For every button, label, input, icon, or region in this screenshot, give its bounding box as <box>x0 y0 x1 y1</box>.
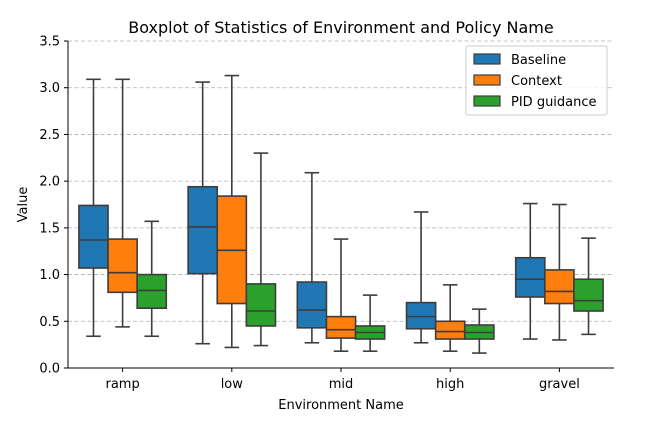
iqr-box <box>187 185 219 275</box>
box-pid-guidance-ramp <box>136 220 168 338</box>
iqr-box <box>573 278 604 312</box>
box-baseline-high <box>405 211 437 344</box>
legend-swatch-baseline <box>473 53 501 65</box>
box-pid-guidance-high <box>463 308 495 354</box>
y-tick-label: 1.0 <box>39 268 60 283</box>
legend-swatch-pid-guidance <box>473 95 501 107</box>
box-context-gravel <box>544 203 575 341</box>
chart-title: Boxplot of Statistics of Environment and… <box>128 18 553 37</box>
legend-swatch-context <box>473 74 501 86</box>
box-context-high <box>434 284 466 352</box>
legend-label-baseline: Baseline <box>511 53 566 68</box>
iqr-box <box>136 273 168 310</box>
legend: Baseline Context PID guidance <box>465 45 608 116</box>
iqr-box <box>325 315 357 339</box>
box-layer <box>78 74 604 354</box>
y-tick-label: 2.0 <box>39 175 60 190</box>
y-tick-label: 0.0 <box>39 362 60 377</box>
y-tick-label: 3.5 <box>39 35 60 50</box>
x-axis-label: Environment Name <box>278 398 404 413</box>
iqr-box <box>405 301 437 330</box>
legend-frame <box>465 45 608 116</box>
y-tick-label: 2.5 <box>39 128 60 143</box>
y-axis-label: Value <box>16 187 31 223</box>
y-tick-label: 0.5 <box>39 315 60 330</box>
legend-label-context: Context <box>511 74 562 89</box>
iqr-box <box>107 238 138 294</box>
box-baseline-ramp <box>78 78 109 338</box>
x-tick-label-ramp: ramp <box>105 377 139 392</box>
box-pid-guidance-gravel <box>573 237 604 336</box>
box-context-mid <box>325 238 357 352</box>
iqr-box <box>296 281 328 329</box>
x-tick-label-high: high <box>436 377 464 392</box>
y-tick-label: 1.5 <box>39 221 60 236</box>
y-tick-label: 3.0 <box>39 81 60 96</box>
iqr-box <box>78 204 109 269</box>
box-pid-guidance-low <box>245 152 277 347</box>
x-tick-label-low: low <box>221 377 244 392</box>
iqr-box <box>544 269 575 305</box>
iqr-box <box>245 283 277 327</box>
iqr-box <box>514 256 546 298</box>
box-baseline-gravel <box>514 202 546 340</box>
box-baseline-mid <box>296 171 328 344</box>
iqr-box <box>434 320 466 340</box>
legend-label-pid-guidance: PID guidance <box>511 95 597 110</box>
x-tick-label-gravel: gravel <box>539 377 580 392</box>
box-pid-guidance-mid <box>354 294 386 352</box>
tick-layer: 0.0 0.5 1.0 1.5 2.0 2.5 3.0 3.5 ramp low mid high gr… <box>39 35 580 393</box>
x-tick-label-mid: mid <box>329 377 354 392</box>
box-baseline-low <box>187 81 219 345</box>
box-context-ramp <box>107 78 138 328</box>
box-context-low <box>216 74 248 349</box>
